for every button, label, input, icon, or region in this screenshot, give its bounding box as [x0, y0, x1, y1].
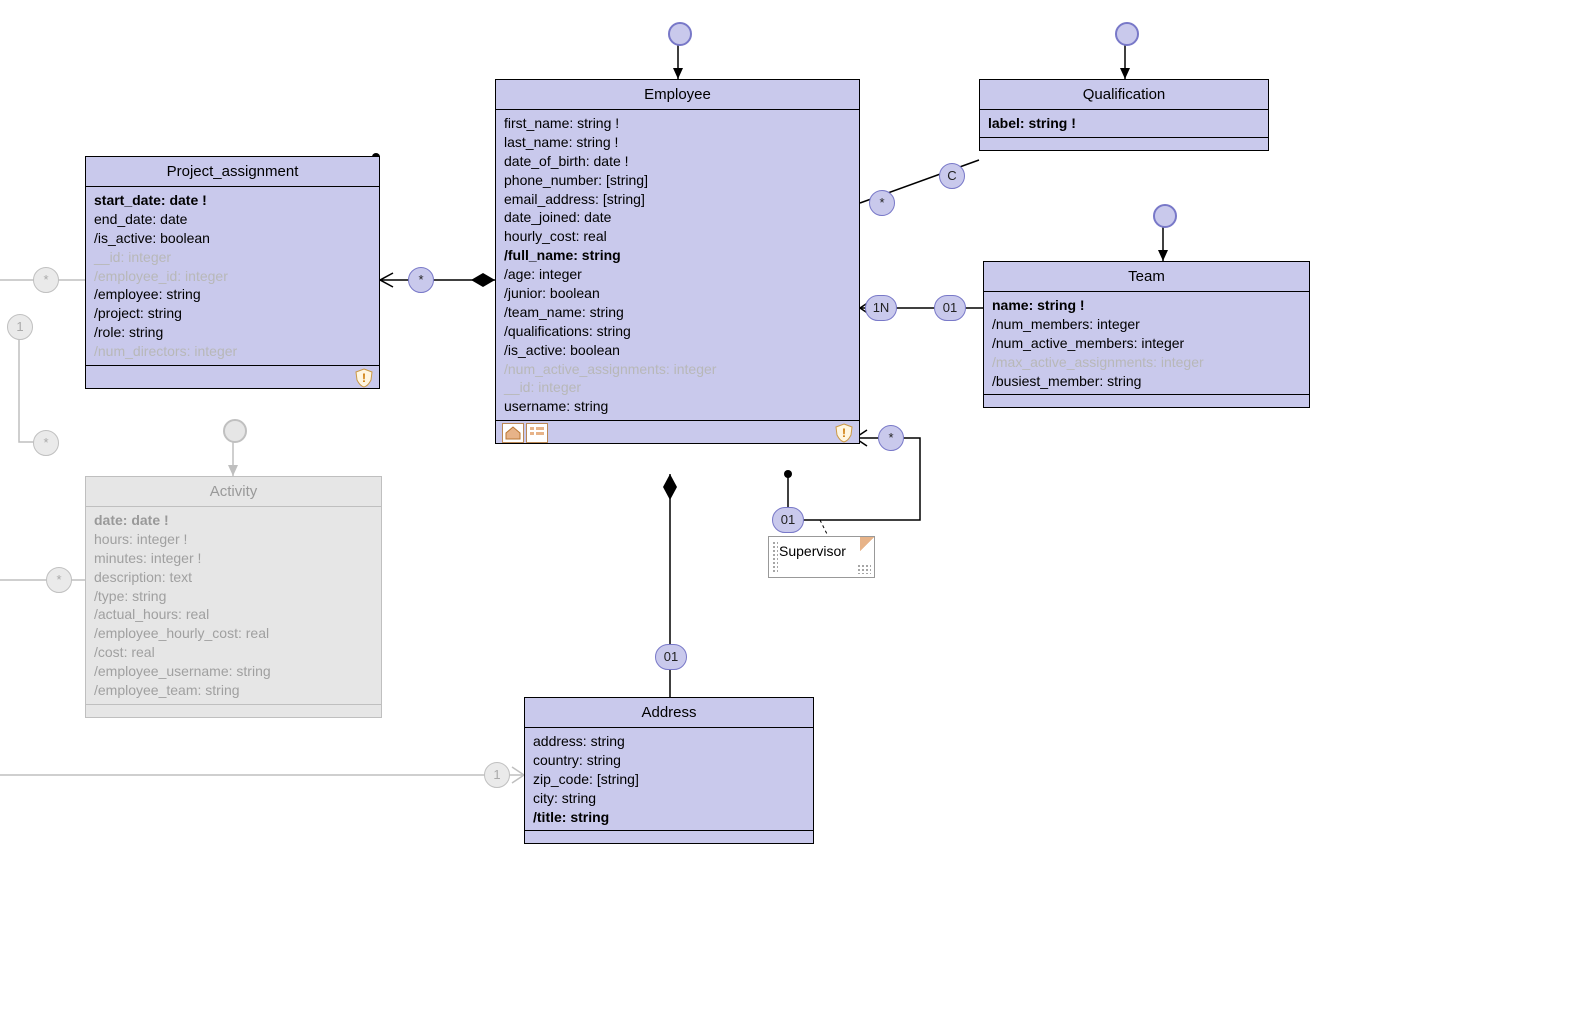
attr: email_address: [string] — [504, 190, 851, 209]
attr: /is_active: boolean — [504, 341, 851, 360]
cardinality-label: * — [33, 267, 59, 293]
note-text: Supervisor — [779, 543, 846, 559]
attr: last_name: string ! — [504, 133, 851, 152]
cardinality-label: * — [46, 567, 72, 593]
cardinality-label: 01 — [772, 507, 804, 533]
attr: /qualifications: string — [504, 322, 851, 341]
attr: start_date: date ! — [94, 191, 371, 210]
cardinality-label: 1 — [7, 314, 33, 340]
anchor-icon — [1153, 204, 1177, 228]
attr: /role: string — [94, 323, 371, 342]
cardinality-label: * — [878, 425, 904, 451]
cardinality-label: 01 — [655, 644, 687, 670]
entity-title: Team — [984, 262, 1309, 292]
attr: hours: integer ! — [94, 530, 373, 549]
attr: end_date: date — [94, 210, 371, 229]
anchor-icon — [223, 419, 247, 443]
entity-qualification[interactable]: Qualification label: string ! — [979, 79, 1269, 151]
attr: /busiest_member: string — [992, 372, 1301, 391]
entity-title: Project_assignment — [86, 157, 379, 187]
attr: address: string — [533, 732, 805, 751]
entity-footer — [980, 137, 1268, 150]
attr: /junior: boolean — [504, 284, 851, 303]
entity-title: Activity — [86, 477, 381, 507]
cardinality-label: * — [869, 190, 895, 216]
entity-team[interactable]: Team name: string ! /num_members: intege… — [983, 261, 1310, 408]
cardinality-label: 1 — [484, 762, 510, 788]
attr: username: string — [504, 397, 851, 416]
entity-footer — [984, 394, 1309, 407]
attr: date_of_birth: date ! — [504, 152, 851, 171]
attr: /is_active: boolean — [94, 229, 371, 248]
home-icon — [502, 423, 524, 443]
attr: date: date ! — [94, 511, 373, 530]
entity-title: Employee — [496, 80, 859, 110]
anchor-icon — [668, 22, 692, 46]
entity-title: Qualification — [980, 80, 1268, 110]
svg-text:!: ! — [842, 426, 846, 440]
attr: /employee_team: string — [94, 681, 373, 700]
attr: /full_name: string — [504, 246, 851, 265]
attr: /employee_hourly_cost: real — [94, 624, 373, 643]
entity-title: Address — [525, 698, 813, 728]
cardinality-label: 1N — [865, 295, 897, 321]
attr: /age: integer — [504, 265, 851, 284]
entity-address[interactable]: Address address: string country: string … — [524, 697, 814, 844]
entity-footer: ! — [496, 420, 859, 443]
attr: /max_active_assignments: integer — [992, 353, 1301, 372]
attr: first_name: string ! — [504, 114, 851, 133]
entity-body: start_date: date ! end_date: date /is_ac… — [86, 187, 379, 365]
attr: minutes: integer ! — [94, 549, 373, 568]
attr: /num_active_members: integer — [992, 334, 1301, 353]
attr: /title: string — [533, 808, 805, 827]
attr: /employee_id: integer — [94, 267, 371, 286]
entity-body: first_name: string ! last_name: string !… — [496, 110, 859, 420]
cardinality-label: C — [939, 163, 965, 189]
cardinality-label: 01 — [934, 295, 966, 321]
list-icon — [526, 423, 548, 443]
attr: __id: integer — [94, 248, 371, 267]
attr: country: string — [533, 751, 805, 770]
entity-body: address: string country: string zip_code… — [525, 728, 813, 830]
entity-project-assignment[interactable]: Project_assignment start_date: date ! en… — [85, 156, 380, 389]
entity-body: date: date ! hours: integer ! minutes: i… — [86, 507, 381, 704]
attr: name: string ! — [992, 296, 1301, 315]
attr: /employee: string — [94, 285, 371, 304]
shield-icon: ! — [355, 368, 373, 388]
attr: /num_directors: integer — [94, 342, 371, 361]
attr: phone_number: [string] — [504, 171, 851, 190]
attr: /type: string — [94, 587, 373, 606]
cardinality-label: * — [408, 267, 434, 293]
anchor-icon — [1115, 22, 1139, 46]
attr: /employee_username: string — [94, 662, 373, 681]
cardinality-label: * — [33, 430, 59, 456]
attr: description: text — [94, 568, 373, 587]
attr: /num_active_assignments: integer — [504, 360, 851, 379]
attr: date_joined: date — [504, 208, 851, 227]
attr: label: string ! — [988, 114, 1260, 133]
entity-activity[interactable]: Activity date: date ! hours: integer ! m… — [85, 476, 382, 718]
shield-icon: ! — [835, 423, 853, 443]
entity-footer — [86, 704, 381, 717]
attr: __id: integer — [504, 378, 851, 397]
entity-footer — [525, 830, 813, 843]
attr: /team_name: string — [504, 303, 851, 322]
note-supervisor[interactable]: Supervisor — [768, 536, 875, 578]
attr: /actual_hours: real — [94, 605, 373, 624]
entity-body: label: string ! — [980, 110, 1268, 137]
attr: /project: string — [94, 304, 371, 323]
attr: /num_members: integer — [992, 315, 1301, 334]
entity-body: name: string ! /num_members: integer /nu… — [984, 292, 1309, 394]
entity-employee[interactable]: Employee first_name: string ! last_name:… — [495, 79, 860, 444]
attr: zip_code: [string] — [533, 770, 805, 789]
attr: hourly_cost: real — [504, 227, 851, 246]
attr: city: string — [533, 789, 805, 808]
svg-text:!: ! — [362, 371, 366, 385]
attr: /cost: real — [94, 643, 373, 662]
entity-footer: ! — [86, 365, 379, 388]
